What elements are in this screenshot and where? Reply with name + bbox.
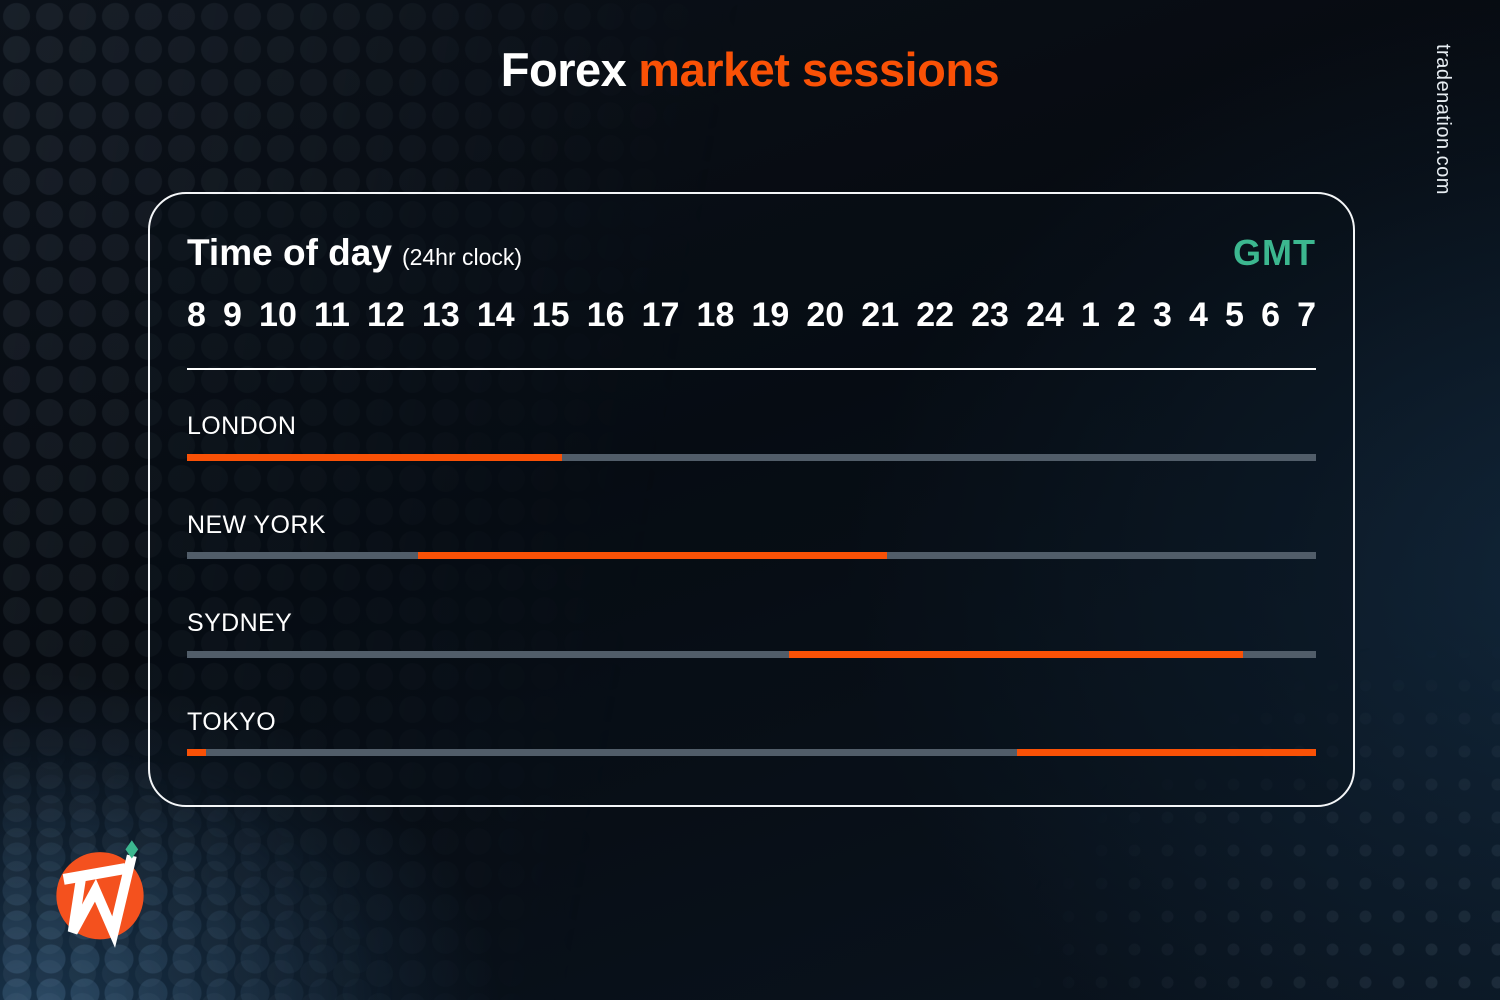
hour-label: 7 [1297, 296, 1316, 334]
session-track [187, 749, 1316, 756]
timezone-label: GMT [1233, 232, 1316, 273]
hour-label: 20 [806, 296, 845, 334]
hours-row: 8 9 10 11 12 13 14 15 16 17 18 19 20 21 22 23 24 1 2 3 4 5 6 7 [187, 298, 1316, 332]
hour-label: 2 [1117, 296, 1136, 334]
session-row: LONDON [187, 412, 1316, 461]
axis-subtitle: (24hr clock) [401, 244, 523, 270]
logo-t-bar [62, 863, 127, 885]
title-accent-words: market sessions [638, 43, 1000, 96]
card-header: Time of day (24hr clock) GMT [187, 232, 1316, 274]
sessions-card: Time of day (24hr clock) GMT 8 9 10 11 12 13 14… [148, 192, 1355, 807]
hour-label: 19 [751, 296, 790, 334]
hour-label: 18 [696, 296, 735, 334]
axis-title-group: Time of day (24hr clock) [187, 232, 522, 274]
logo-tn-zigzag [67, 854, 137, 948]
hour-label: 14 [476, 296, 515, 334]
market-label: LONDON [187, 412, 297, 440]
market-label: TOKYO [187, 707, 277, 736]
axis-title: Time of day [187, 232, 392, 273]
hour-label: 1 [1080, 296, 1100, 334]
open-session-segment [418, 552, 887, 559]
hour-label: 3 [1153, 296, 1172, 334]
page-title: Forex market sessions [0, 42, 1500, 97]
session-row: SYDNEY [187, 609, 1316, 658]
hour-label: 4 [1189, 296, 1208, 334]
logo-diamond-icon [125, 840, 139, 859]
hour-label: 23 [971, 296, 1009, 334]
title-word-forex: Forex [500, 43, 627, 96]
hour-label: 10 [259, 296, 297, 334]
hour-label: 15 [531, 296, 570, 334]
hour-label: 9 [223, 296, 242, 334]
hour-label: 13 [421, 296, 460, 334]
session-row: NEW YORK [187, 510, 1316, 559]
hour-label: 24 [1026, 296, 1064, 334]
session-track [187, 650, 1316, 658]
open-session-segment [788, 650, 1243, 658]
market-label: SYDNEY [187, 609, 293, 637]
hour-label: 12 [367, 296, 405, 334]
session-track [187, 453, 1316, 461]
hour-label: 8 [187, 296, 206, 334]
market-label: NEW YORK [187, 510, 326, 539]
axis-line [187, 368, 1316, 370]
open-session-segment [187, 453, 562, 461]
hour-label: 16 [586, 296, 625, 334]
session-row: TOKYO [187, 707, 1316, 756]
hour-label: 21 [861, 296, 900, 334]
hour-label: 5 [1225, 296, 1244, 334]
hour-label: 22 [916, 296, 955, 334]
session-track [187, 552, 1316, 559]
trade-nation-logo [52, 840, 148, 948]
sessions-list: LONDON NEW YORK SYDNEY TOKYO [187, 412, 1316, 756]
watermark-url: tradenation.com [1432, 44, 1454, 195]
hour-label: 11 [313, 296, 350, 334]
open-session-segment [187, 749, 207, 756]
hour-label: 6 [1261, 296, 1280, 334]
open-session-segment [1016, 749, 1316, 756]
hour-label: 17 [641, 296, 680, 334]
